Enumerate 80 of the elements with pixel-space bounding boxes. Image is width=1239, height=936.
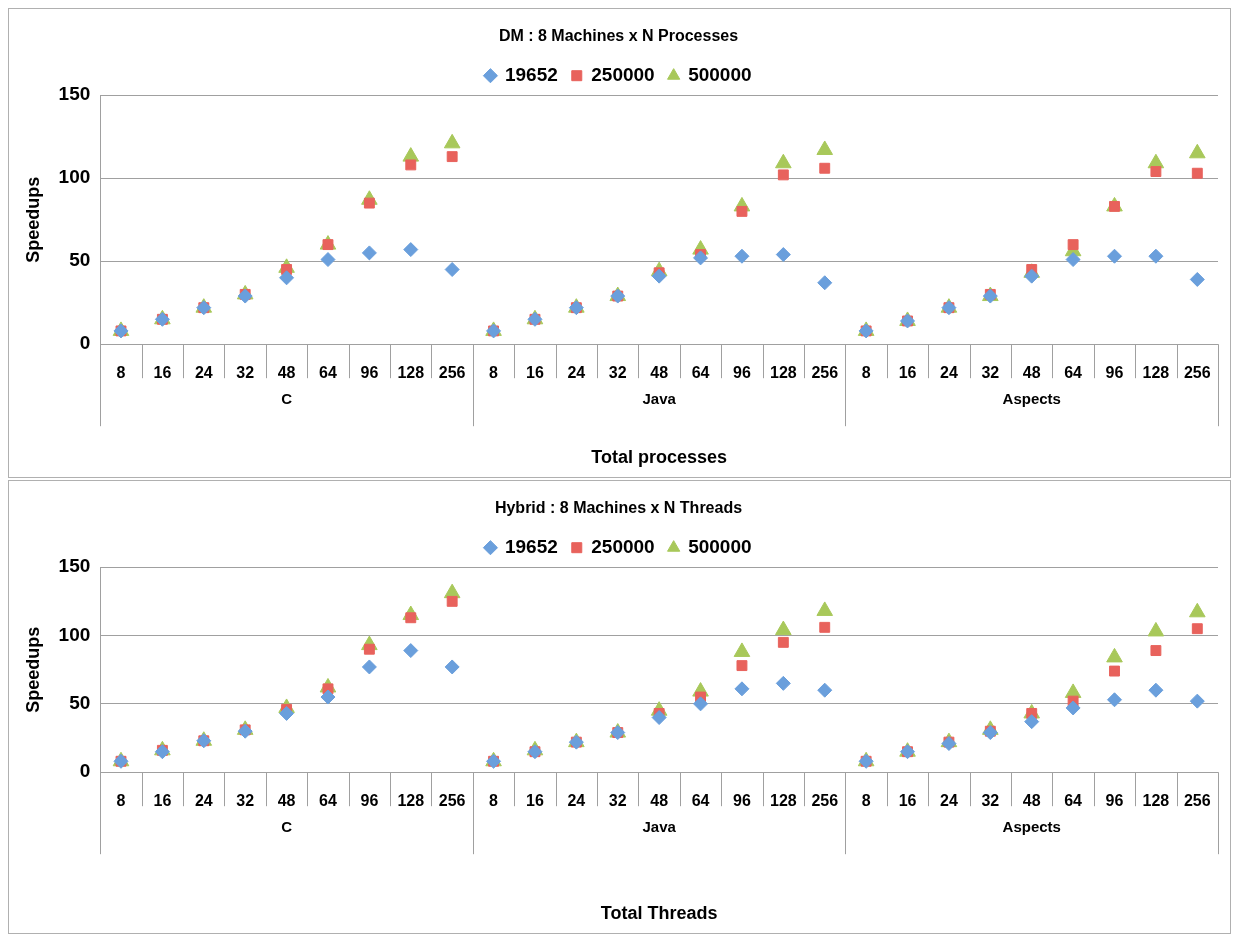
- x-tick-label: 256: [1183, 364, 1211, 382]
- legend-label: 500000: [688, 535, 752, 557]
- x-tick-label: 24: [567, 792, 586, 810]
- x-tick-label: 256: [438, 364, 466, 382]
- x-axis-title: Total processes: [591, 447, 728, 468]
- chart-title: Hybrid : 8 Machines x N Threads: [494, 499, 743, 517]
- x-tick-label: 16: [526, 792, 544, 810]
- y-tick-label: 0: [79, 332, 91, 354]
- x-tick-label: 8: [861, 364, 871, 382]
- y-tick-label: 0: [79, 760, 91, 782]
- x-tick-label: 48: [277, 364, 296, 382]
- x-tick-label: 32: [236, 792, 255, 810]
- chart-title: DM : 8 Machines x N Processes: [498, 27, 739, 45]
- x-tick-label: 256: [438, 792, 466, 810]
- x-tick-label: 16: [153, 364, 172, 382]
- x-tick-label: 96: [360, 364, 379, 382]
- x-tick-label: 128: [769, 364, 797, 382]
- x-tick-label: 256: [811, 364, 839, 382]
- y-axis-title: Speedups: [22, 626, 43, 713]
- text: Aspects: [1002, 818, 1061, 836]
- x-tick-label: 32: [981, 364, 1000, 382]
- x-tick-label: 128: [1142, 364, 1170, 382]
- x-tick-label: 32: [608, 792, 627, 810]
- x-tick-label: 64: [691, 364, 710, 382]
- x-tick-label: 8: [116, 792, 126, 810]
- x-tick-label: 128: [397, 364, 425, 382]
- x-tick-label: 64: [691, 792, 710, 810]
- x-tick-label: 256: [1183, 792, 1211, 810]
- legend-label: 19652: [504, 535, 558, 557]
- text: Java: [642, 818, 677, 836]
- x-tick-label: 8: [116, 364, 126, 382]
- x-tick-label: 64: [319, 792, 337, 810]
- x-tick-label: 48: [1022, 792, 1041, 810]
- x-tick-label: 48: [1022, 364, 1041, 382]
- x-tick-label: 32: [608, 364, 627, 382]
- x-tick-label: 16: [898, 792, 917, 810]
- x-tick-label: 256: [811, 792, 839, 810]
- text: Aspects: [1002, 390, 1061, 408]
- y-axis-title: Speedups: [22, 176, 43, 263]
- y-tick-label: 100: [58, 623, 91, 645]
- x-tick-label: 8: [489, 364, 499, 382]
- x-tick-label: 32: [236, 364, 255, 382]
- text: C: [281, 818, 293, 836]
- x-tick-label: 96: [1105, 792, 1124, 810]
- x-tick-label: 24: [567, 364, 586, 382]
- x-tick-label: 16: [153, 792, 172, 810]
- x-tick-label: 128: [1142, 792, 1170, 810]
- legend-label: 500000: [688, 63, 752, 85]
- y-tick-label: 50: [69, 692, 91, 714]
- x-axis-title: Total Threads: [600, 903, 718, 924]
- y-tick-label: 50: [69, 249, 91, 271]
- x-tick-label: 64: [1064, 364, 1083, 382]
- x-tick-label: 64: [1064, 792, 1083, 810]
- x-tick-label: 48: [650, 364, 669, 382]
- x-tick-label: 96: [733, 792, 751, 810]
- x-tick-label: 128: [397, 792, 425, 810]
- x-tick-label: 16: [526, 364, 544, 382]
- y-tick-label: 150: [58, 555, 91, 577]
- legend-label: 19652: [504, 63, 558, 85]
- x-tick-label: 96: [1105, 364, 1124, 382]
- x-tick-label: 16: [898, 364, 917, 382]
- x-tick-label: 24: [940, 792, 958, 810]
- x-tick-label: 8: [861, 792, 871, 810]
- legend-label: 250000: [591, 535, 655, 557]
- x-tick-label: 8: [489, 792, 499, 810]
- y-tick-label: 150: [58, 83, 91, 105]
- x-tick-label: 64: [319, 364, 337, 382]
- x-tick-label: 96: [360, 792, 379, 810]
- x-tick-label: 96: [733, 364, 751, 382]
- text: Java: [642, 390, 677, 408]
- x-tick-label: 48: [650, 792, 669, 810]
- x-tick-label: 24: [194, 792, 213, 810]
- x-tick-label: 24: [940, 364, 958, 382]
- x-tick-label: 24: [194, 364, 213, 382]
- text: C: [281, 390, 293, 408]
- legend-label: 250000: [591, 63, 655, 85]
- x-tick-label: 128: [769, 792, 797, 810]
- x-tick-label: 48: [277, 792, 296, 810]
- x-tick-label: 32: [981, 792, 1000, 810]
- y-tick-label: 100: [58, 166, 91, 188]
